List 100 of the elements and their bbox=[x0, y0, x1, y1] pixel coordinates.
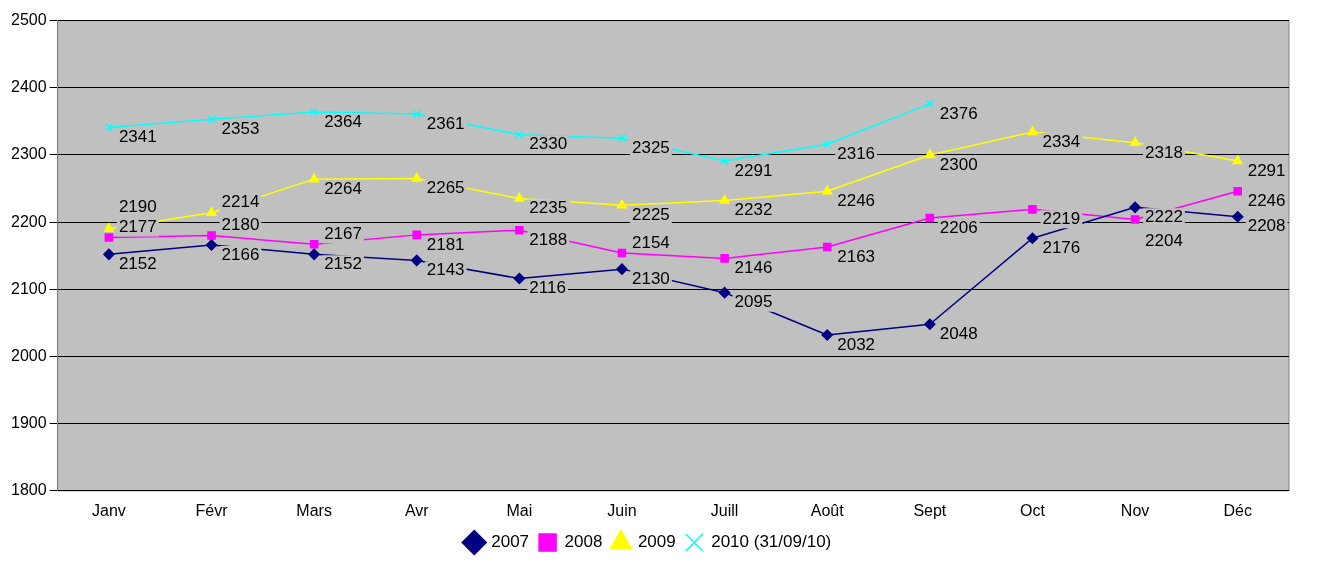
point bbox=[1130, 215, 1140, 224]
data-label: 2232 bbox=[734, 200, 773, 220]
legend-label: 2009 bbox=[637, 532, 676, 552]
point bbox=[1028, 205, 1037, 214]
data-label: 2130 bbox=[631, 268, 670, 288]
point bbox=[103, 248, 115, 261]
point bbox=[207, 115, 216, 124]
data-label: 2152 bbox=[118, 254, 157, 274]
data-label: 2188 bbox=[529, 229, 568, 249]
data-label: 2032 bbox=[837, 334, 876, 354]
x-tick-label: Sept bbox=[913, 501, 947, 519]
data-label: 2095 bbox=[734, 292, 773, 312]
point bbox=[309, 173, 320, 183]
point bbox=[719, 194, 730, 204]
point bbox=[617, 133, 627, 143]
point bbox=[515, 130, 524, 140]
x-tick-label: Nov bbox=[1120, 501, 1150, 519]
y-tick-label: 2400 bbox=[11, 78, 47, 96]
data-label: 2180 bbox=[221, 215, 260, 235]
data-label: 2143 bbox=[426, 260, 465, 280]
point bbox=[309, 240, 319, 249]
point bbox=[411, 254, 423, 267]
point bbox=[207, 231, 216, 240]
data-label: 2154 bbox=[631, 232, 670, 252]
data-label: 2361 bbox=[426, 113, 465, 133]
data-label: 2376 bbox=[939, 103, 978, 123]
data-label: 2325 bbox=[631, 137, 670, 157]
x-tick-label: Févr bbox=[195, 501, 229, 519]
data-label: 2246 bbox=[837, 190, 876, 210]
point bbox=[1027, 126, 1038, 136]
x-tick-label: Mai bbox=[506, 501, 533, 519]
data-label: 2318 bbox=[1145, 142, 1183, 162]
x-tick-label: Avr bbox=[404, 501, 430, 519]
data-label: 2300 bbox=[939, 154, 978, 174]
x-tick-label: Juill bbox=[710, 501, 739, 519]
x-tick-label: Août bbox=[810, 501, 845, 519]
x-tick-label: Juin bbox=[607, 501, 637, 519]
point bbox=[412, 230, 422, 240]
x-tick-label: Oct bbox=[1020, 501, 1046, 519]
data-label: 2206 bbox=[939, 217, 978, 237]
point bbox=[1231, 210, 1244, 223]
data-label: 2176 bbox=[1042, 237, 1081, 257]
point bbox=[718, 286, 731, 299]
point bbox=[513, 272, 526, 285]
point bbox=[616, 199, 628, 209]
point bbox=[720, 254, 729, 263]
data-label: 2341 bbox=[118, 127, 157, 147]
data-label: 2181 bbox=[426, 234, 465, 254]
data-label: 2152 bbox=[324, 254, 362, 274]
point bbox=[924, 149, 935, 159]
point bbox=[925, 213, 935, 223]
data-label: 2222 bbox=[1145, 207, 1183, 227]
point bbox=[205, 239, 218, 251]
point bbox=[104, 123, 114, 132]
legend-label: 2007 bbox=[491, 532, 530, 552]
data-label: 2116 bbox=[529, 278, 566, 298]
data-label: 2190 bbox=[118, 196, 157, 216]
data-label: 2146 bbox=[734, 258, 773, 278]
y-tick-label: 2000 bbox=[11, 346, 47, 364]
x-tick-label: Janv bbox=[92, 501, 126, 519]
y-tick-label: 2300 bbox=[11, 145, 47, 163]
x-tick-label: Mars bbox=[296, 501, 332, 519]
data-label: 2246 bbox=[1247, 190, 1286, 210]
point bbox=[515, 225, 524, 235]
data-label: 2048 bbox=[939, 323, 978, 343]
point bbox=[924, 318, 936, 330]
y-tick-label: 1900 bbox=[11, 414, 47, 432]
point bbox=[104, 233, 114, 242]
legend-label: 2010 (31/09/10) bbox=[711, 532, 832, 552]
point bbox=[720, 156, 729, 166]
point bbox=[822, 242, 832, 252]
data-label: 2208 bbox=[1247, 216, 1286, 236]
point bbox=[1233, 186, 1242, 196]
point bbox=[412, 109, 422, 119]
data-label: 2330 bbox=[529, 134, 568, 154]
point bbox=[616, 263, 628, 275]
data-label: 2204 bbox=[1145, 231, 1183, 251]
point bbox=[617, 248, 627, 258]
legend-label: 2008 bbox=[564, 532, 603, 552]
data-label: 2177 bbox=[118, 217, 157, 237]
y-tick-label: 2100 bbox=[11, 279, 47, 297]
point bbox=[1232, 155, 1243, 165]
data-label: 2235 bbox=[529, 198, 568, 218]
data-label: 2334 bbox=[1042, 131, 1081, 151]
data-label: 2291 bbox=[734, 160, 773, 180]
data-label: 2225 bbox=[631, 205, 670, 225]
point bbox=[308, 248, 320, 261]
x-tick-label: Déc bbox=[1223, 501, 1252, 519]
point bbox=[411, 172, 422, 182]
point bbox=[103, 223, 114, 233]
data-label: 2264 bbox=[324, 178, 362, 198]
data-label: 2291 bbox=[1247, 160, 1286, 180]
point bbox=[822, 185, 833, 195]
point bbox=[1129, 137, 1141, 147]
data-label: 2163 bbox=[837, 246, 876, 266]
point bbox=[822, 139, 832, 149]
point bbox=[206, 206, 217, 216]
y-tick-label: 1800 bbox=[11, 481, 47, 499]
y-tick-label: 2200 bbox=[11, 212, 47, 230]
y-tick-label: 2500 bbox=[11, 11, 47, 29]
